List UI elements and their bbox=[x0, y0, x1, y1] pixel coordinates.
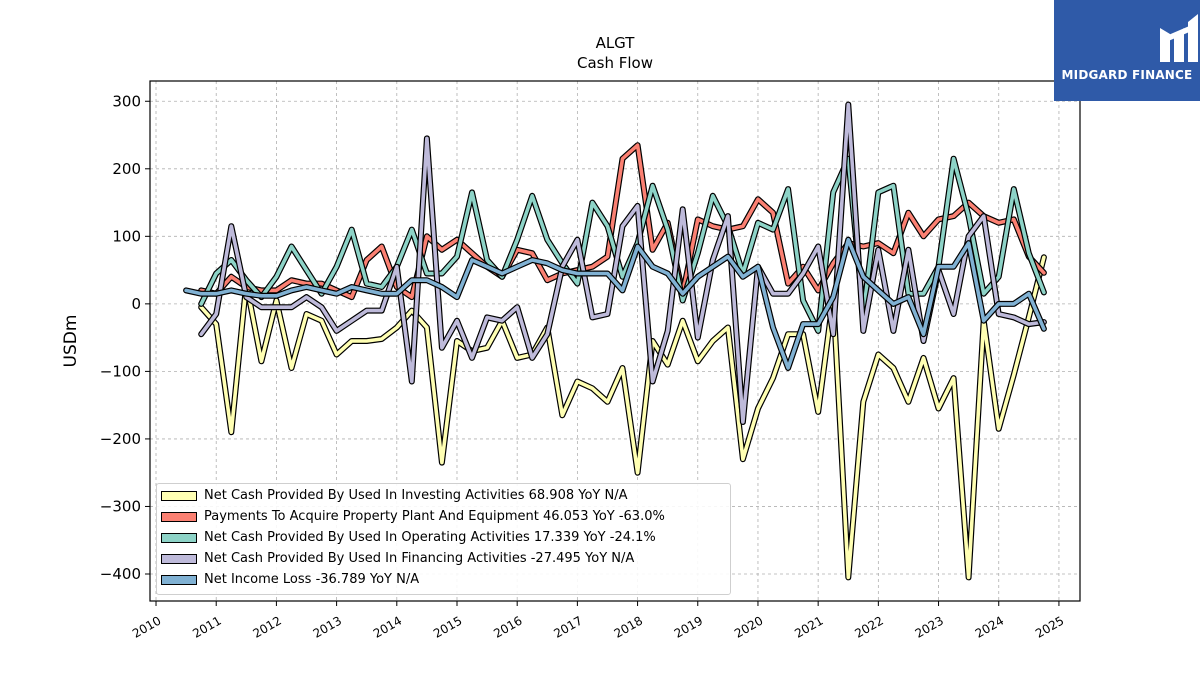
logo-text: MIDGARD FINANCE bbox=[1061, 68, 1193, 82]
legend-label: Net Cash Provided By Used In Operating A… bbox=[204, 530, 656, 545]
y-tick-label: −400 bbox=[100, 565, 141, 583]
legend-label: Payments To Acquire Property Plant And E… bbox=[204, 509, 665, 524]
y-tick-label: 300 bbox=[112, 92, 141, 110]
legend-swatch bbox=[161, 491, 197, 501]
series-line bbox=[199, 156, 1046, 333]
y-axis-label: USDm bbox=[61, 315, 81, 368]
x-tick-label: 2011 bbox=[190, 613, 223, 640]
legend-label: Net Cash Provided By Used In Investing A… bbox=[204, 488, 628, 503]
x-tick-label: 2015 bbox=[431, 613, 464, 640]
series-net-cash-provided-by-used-in-investing-activities bbox=[198, 254, 1047, 581]
y-tick-label: −200 bbox=[100, 430, 141, 448]
chart-legend: Net Cash Provided By Used In Investing A… bbox=[156, 483, 731, 595]
x-tick-label: 2022 bbox=[852, 613, 885, 640]
series-lines bbox=[183, 101, 1047, 581]
x-tick-label: 2013 bbox=[311, 613, 344, 640]
logo-mark-icon bbox=[1160, 14, 1198, 62]
chart-subtitle: Cash Flow bbox=[577, 54, 653, 72]
x-tick-label: 2019 bbox=[672, 613, 705, 640]
x-tick-label: 2018 bbox=[612, 613, 645, 640]
plot-frame bbox=[149, 80, 1081, 602]
series-line bbox=[199, 255, 1046, 580]
x-axis: 2010 2011 2012 2013 2014 2015 2016 2017 2018 2019… bbox=[130, 601, 1066, 641]
series-line bbox=[184, 237, 1046, 370]
y-tick-label: −100 bbox=[100, 362, 141, 380]
x-tick-label: 2010 bbox=[130, 613, 163, 640]
x-tick-label: 2014 bbox=[371, 613, 404, 640]
y-tick-label: 0 bbox=[131, 295, 141, 313]
series-net-cash-provided-by-used-in-financing-activities bbox=[198, 101, 1047, 425]
x-tick-label: 2024 bbox=[973, 613, 1006, 640]
x-tick-label: 2025 bbox=[1033, 613, 1066, 640]
y-tick-label: 100 bbox=[112, 227, 141, 245]
y-axis: 300 200 100 0 −100 −200 −300 −400 bbox=[100, 92, 150, 583]
x-tick-label: 2023 bbox=[913, 613, 946, 640]
series-net-income-loss bbox=[183, 236, 1047, 371]
legend-swatch bbox=[161, 575, 197, 585]
y-tick-label: −300 bbox=[100, 497, 141, 515]
x-tick-label: 2012 bbox=[250, 613, 283, 640]
legend-label: Net Cash Provided By Used In Financing A… bbox=[204, 551, 635, 566]
legend-label: Net Income Loss -36.789 YoY N/A bbox=[204, 572, 420, 587]
x-tick-label: 2017 bbox=[551, 613, 584, 640]
x-tick-label: 2021 bbox=[792, 613, 825, 640]
y-tick-label: 200 bbox=[112, 160, 141, 178]
chart-title: ALGT bbox=[596, 34, 636, 52]
brand-logo: MIDGARD FINANCE bbox=[1054, 0, 1200, 101]
legend-swatch bbox=[161, 512, 197, 522]
series-line bbox=[199, 102, 1046, 424]
x-tick-label: 2016 bbox=[491, 613, 524, 640]
legend-swatch bbox=[161, 533, 197, 543]
series-net-cash-provided-by-used-in-operating-activities bbox=[198, 155, 1047, 334]
legend-swatch bbox=[161, 554, 197, 564]
x-tick-label: 2020 bbox=[732, 613, 765, 640]
